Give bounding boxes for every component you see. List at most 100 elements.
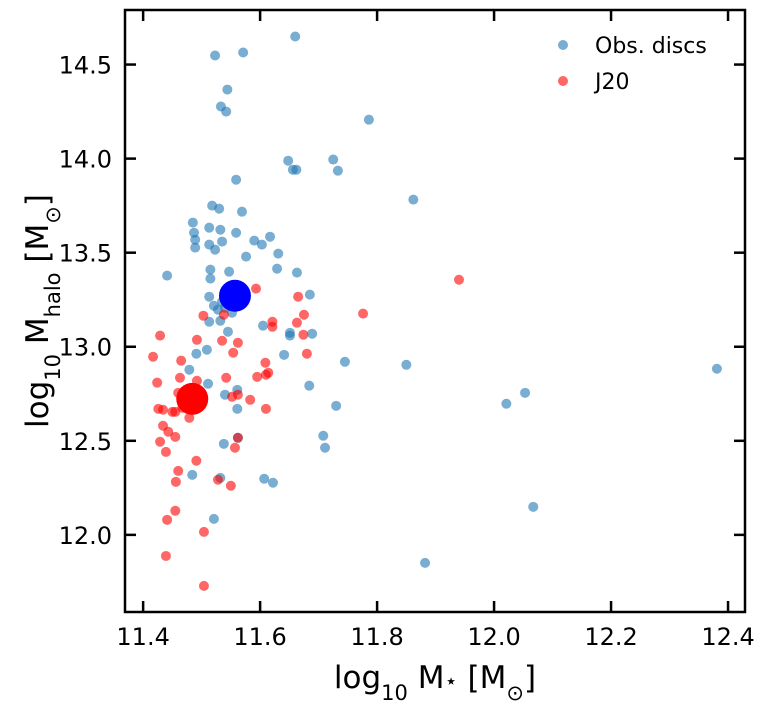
- legend-marker: [558, 76, 568, 86]
- point: [284, 330, 295, 341]
- point: [205, 273, 216, 284]
- point: [420, 557, 431, 568]
- point: [155, 436, 166, 447]
- point: [232, 403, 243, 414]
- y-tick-label: 14.5: [59, 52, 112, 80]
- point: [245, 394, 256, 405]
- label-subscript: halo: [41, 272, 65, 317]
- point: [213, 474, 223, 485]
- point: [152, 377, 163, 388]
- label-part: ]: [20, 194, 56, 206]
- point: [232, 337, 243, 348]
- point: [160, 446, 171, 457]
- point: [265, 231, 276, 242]
- point: [283, 155, 294, 166]
- point: [204, 291, 215, 302]
- point: [291, 317, 302, 328]
- point: [170, 431, 181, 442]
- point: [217, 236, 228, 247]
- point: [184, 412, 195, 423]
- point: [307, 328, 318, 339]
- label-subscript: ⊙: [506, 681, 524, 705]
- point: [408, 194, 419, 205]
- point: [260, 369, 271, 380]
- point: [520, 387, 531, 398]
- point: [331, 400, 342, 411]
- point: [148, 351, 159, 362]
- point: [170, 476, 181, 487]
- point: [228, 347, 239, 358]
- point: [260, 357, 271, 368]
- point: [236, 206, 247, 217]
- point: [160, 550, 171, 561]
- point: [328, 154, 339, 165]
- point: [205, 264, 216, 275]
- label-part: M: [408, 660, 445, 696]
- point: [210, 50, 221, 61]
- point: [259, 473, 270, 484]
- y-tick-label: 12.5: [59, 428, 112, 456]
- y-axis-label: log10 Mhalo [M⊙]: [20, 194, 65, 428]
- point: [232, 389, 243, 400]
- point: [198, 310, 209, 321]
- y-tick-label: 14.0: [59, 146, 112, 174]
- point: [162, 514, 173, 525]
- point: [187, 217, 198, 228]
- label-subscript: ⋆: [445, 669, 458, 693]
- plot-frame: [123, 8, 747, 614]
- point: [191, 334, 202, 345]
- x-tick-label: 12.2: [584, 623, 637, 651]
- point: [184, 364, 195, 375]
- point: [155, 330, 166, 341]
- point: [217, 335, 228, 346]
- label-part: log: [20, 381, 56, 428]
- x-tick-label: 12.0: [467, 623, 520, 651]
- point: [301, 348, 312, 359]
- point: [170, 505, 181, 516]
- point: [339, 356, 350, 367]
- label-part: [M: [458, 660, 507, 696]
- point: [252, 371, 263, 382]
- point: [318, 430, 329, 441]
- legend-marker: [558, 40, 568, 50]
- point: [218, 279, 251, 312]
- point: [290, 31, 301, 42]
- point: [190, 234, 201, 245]
- point: [241, 251, 252, 262]
- point: [218, 438, 229, 449]
- point: [201, 344, 212, 355]
- label-subscript: ⊙: [41, 206, 65, 224]
- point: [291, 164, 302, 175]
- point: [711, 363, 722, 374]
- point: [222, 326, 233, 337]
- point: [190, 242, 201, 253]
- point: [158, 404, 169, 415]
- point: [174, 372, 185, 383]
- x-tick-label: 11.8: [350, 623, 403, 651]
- point: [221, 372, 232, 383]
- point: [298, 309, 309, 320]
- point: [191, 348, 202, 359]
- point: [215, 224, 226, 235]
- label-part: [M: [20, 224, 56, 273]
- point: [176, 355, 187, 366]
- point: [232, 432, 243, 443]
- point: [224, 266, 235, 277]
- point: [176, 382, 209, 415]
- point: [363, 114, 374, 125]
- point: [332, 165, 343, 176]
- point: [293, 291, 304, 302]
- point: [260, 403, 271, 414]
- x-tick-label: 11.4: [116, 623, 169, 651]
- y-tick-label: 13.5: [59, 240, 112, 268]
- point: [251, 283, 262, 294]
- point: [267, 477, 278, 488]
- point: [221, 106, 232, 117]
- point: [229, 442, 240, 453]
- point: [272, 263, 283, 274]
- x-tick-label: 12.4: [701, 623, 754, 651]
- label-part: ]: [524, 660, 536, 696]
- point: [256, 239, 267, 250]
- legend-label: J20: [593, 70, 629, 95]
